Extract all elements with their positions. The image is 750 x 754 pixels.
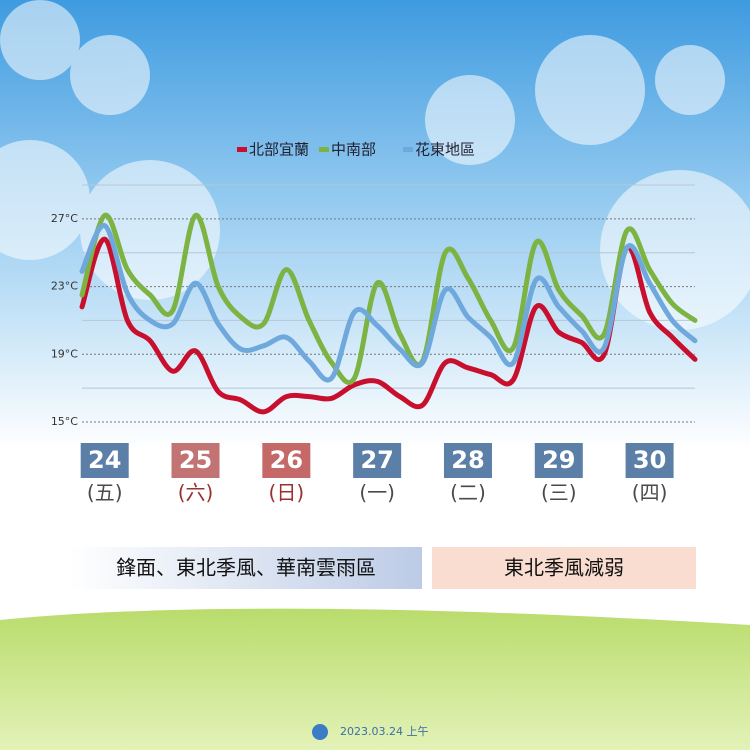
- footer: 2023.03.24 上午: [340, 725, 428, 738]
- annotation-band: [70, 547, 422, 589]
- legend-label: 北部宜蘭: [249, 141, 309, 159]
- grass: [0, 608, 750, 750]
- day-box: [443, 443, 492, 478]
- y-tick-label: 23°C: [51, 280, 78, 293]
- x-tick-label: 27: [360, 446, 393, 474]
- x-tick-label: 25: [179, 446, 212, 474]
- x-tick-sublabel: (三): [541, 481, 577, 505]
- annotation: 鋒面、東北季風、華南雲雨區: [116, 556, 376, 580]
- x-tick-label: 26: [270, 446, 303, 474]
- x-tick-sublabel: (六): [178, 481, 214, 505]
- legend-swatch: [237, 147, 247, 152]
- day-box: [353, 443, 402, 478]
- annotation-band: [432, 547, 696, 589]
- logo: [312, 724, 328, 740]
- series-line: [79, 236, 698, 415]
- x-tick-sublabel: (五): [87, 481, 123, 505]
- legend-swatch: [319, 147, 329, 152]
- x-tick-label: 29: [542, 446, 575, 474]
- day-box: [625, 443, 674, 478]
- series-line: [79, 212, 698, 386]
- y-tick-label: 19°C: [51, 347, 78, 360]
- day-box: [534, 443, 583, 478]
- x-tick-sublabel: (四): [632, 481, 668, 505]
- series-line: [79, 223, 698, 383]
- day-box: [262, 443, 311, 478]
- legend-label: 中南部: [331, 141, 376, 159]
- x-tick-sublabel: (二): [450, 481, 486, 505]
- x-tick-sublabel: (一): [359, 481, 395, 505]
- x-tick-label: 24: [88, 446, 121, 474]
- x-tick-sublabel: (日): [269, 481, 305, 505]
- day-box: [80, 443, 129, 478]
- legend-label: 花東地區: [415, 141, 475, 159]
- y-tick-label: 27°C: [51, 212, 78, 225]
- x-tick-label: 30: [633, 446, 666, 474]
- day-box: [171, 443, 220, 478]
- x-tick-label: 28: [451, 446, 484, 474]
- annotation: 東北季風減弱: [504, 556, 624, 580]
- y-tick-label: 15°C: [51, 415, 78, 428]
- legend-swatch: [403, 147, 413, 152]
